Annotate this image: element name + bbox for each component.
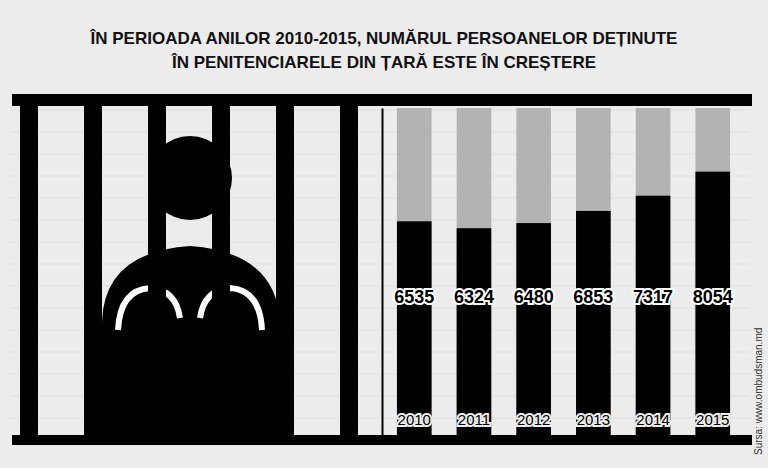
jail-bar <box>276 100 294 435</box>
data-label: 6480 <box>514 287 554 307</box>
source: Sursa: www.ombudsman.md <box>753 328 764 455</box>
tick: 2014 <box>636 411 669 428</box>
data-label: 8054 <box>693 287 733 307</box>
bar <box>576 211 611 435</box>
jail-bottom <box>12 435 752 445</box>
tick-label: 2014 <box>636 411 669 428</box>
jail-bar <box>340 100 358 435</box>
prisoner-silhouette <box>102 136 280 435</box>
body <box>102 246 280 435</box>
title-line: ÎN PERIOADA ANILOR 2010-2015, NUMĂRUL PE… <box>90 29 678 48</box>
jail-bar <box>212 100 230 435</box>
data-label: 6324 <box>454 287 494 307</box>
chart: ÎN PERIOADA ANILOR 2010-2015, NUMĂRUL PE… <box>0 0 768 468</box>
bar-track <box>695 108 730 435</box>
tick: 2011 <box>458 411 490 428</box>
bar-track <box>636 108 671 435</box>
tick: 2012 <box>517 411 550 428</box>
tick-label: 2015 <box>696 411 729 428</box>
jail-top <box>12 94 752 106</box>
bar-track <box>397 108 432 435</box>
title: ÎN PERIOADA ANILOR 2010-2015, NUMĂRUL PE… <box>90 29 678 72</box>
bar-track <box>457 108 492 435</box>
tick: 2015 <box>696 411 729 428</box>
jail-bar <box>148 100 166 435</box>
tick: 2010 <box>398 411 431 428</box>
jail-bars <box>12 94 752 445</box>
bar-track <box>576 108 611 435</box>
bar <box>457 228 492 435</box>
tick-label: 2010 <box>398 411 431 428</box>
bar <box>636 196 671 435</box>
bar <box>516 223 551 435</box>
data-label: 6853 <box>573 287 613 307</box>
data-label: 6535 <box>394 287 434 307</box>
background <box>0 0 768 468</box>
bar <box>397 221 432 435</box>
jail-bar <box>84 100 102 435</box>
y-axis <box>382 109 383 436</box>
tick-label: 2012 <box>517 411 550 428</box>
data-label: 7317 <box>633 287 673 307</box>
tick-label: 2013 <box>577 411 610 428</box>
axis-line <box>382 109 384 436</box>
x-axis: 2010 2011 2012 2013 2014 2015 <box>398 411 730 428</box>
plot-area <box>397 108 730 435</box>
data-labels: 6535 6324 6480 6853 7317 8054 <box>394 287 733 307</box>
tick: 2013 <box>577 411 610 428</box>
jail-bar <box>20 100 38 435</box>
tick-label: 2011 <box>458 411 490 428</box>
title-line: ÎN PENITENCIARELE DIN ȚARĂ ESTE ÎN CREȘT… <box>171 53 596 72</box>
hand <box>200 288 262 330</box>
bar-track <box>516 108 551 435</box>
